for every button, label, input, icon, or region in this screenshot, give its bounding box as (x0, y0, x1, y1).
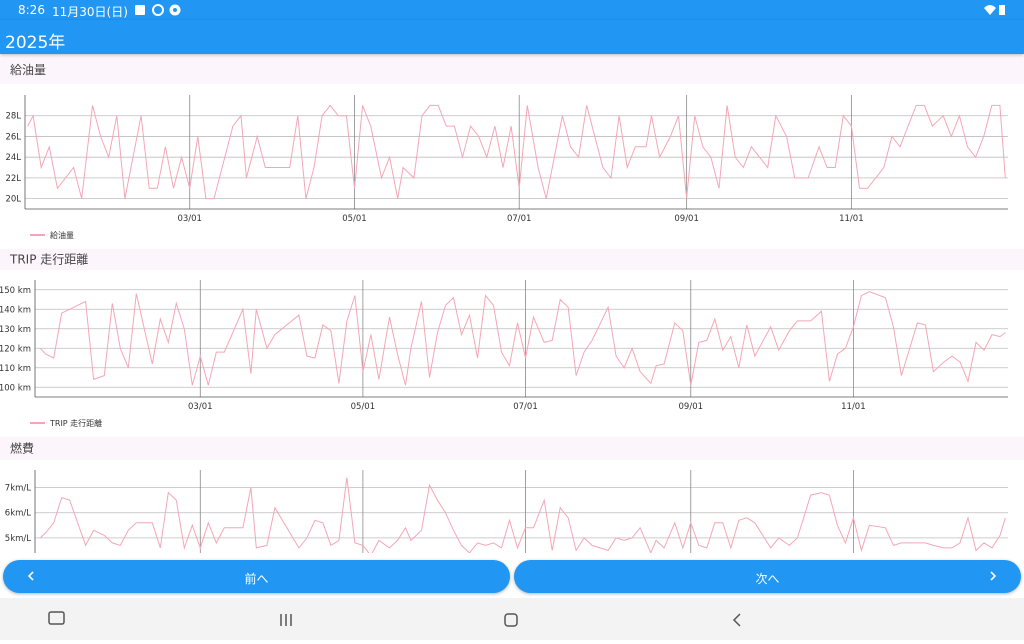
next-label: 次へ (755, 572, 780, 586)
y-tick-label: 100 km (0, 383, 31, 393)
x-tick-label: 11/01 (841, 402, 866, 412)
x-tick-label: 03/01 (188, 402, 213, 412)
y-tick-label: 26L (5, 132, 21, 142)
x-tick-label: 11/01 (839, 214, 864, 224)
series-line (27, 104, 1006, 200)
app-bar: 2025年 (0, 20, 1024, 54)
y-tick-label: 130 km (0, 325, 31, 335)
chart-list: 給油量 20L 22L 24L 26L 28L 03/01 05/01 07/01 09/01 11… (0, 54, 1024, 553)
app-title: 2025年 (5, 33, 66, 53)
x-tick-label: 07/01 (507, 214, 532, 224)
nav-icons (48, 611, 741, 627)
x-tick-label: 07/01 (513, 402, 538, 412)
system-icons (984, 5, 1005, 15)
series-line (39, 477, 1006, 553)
assistant-button[interactable] (48, 611, 65, 625)
x-tick-label: 09/01 (679, 402, 704, 412)
section-header (0, 249, 1024, 270)
y-tick-label: 7km/L (5, 484, 31, 494)
chevron-right (990, 571, 997, 581)
chevron-left (27, 571, 34, 581)
prev-button[interactable]: 前へ (3, 560, 510, 593)
prev-label: 前へ (244, 572, 269, 586)
x-tick-label: 09/01 (674, 214, 699, 224)
charts: 給油量 20L 22L 24L 26L 28L 03/01 05/01 07/01 09/01 11… (0, 56, 1024, 553)
y-tick-label: 140 km (0, 305, 31, 315)
chart-title: TRIP 走行距離 (9, 253, 88, 267)
y-tick-label: 28L (5, 112, 21, 122)
x-tick-label: 05/01 (342, 214, 367, 224)
back-button[interactable] (732, 613, 741, 627)
home-button[interactable] (504, 613, 518, 627)
section-header (0, 56, 1024, 84)
clock: 8:26 (18, 3, 45, 17)
status-icons (135, 4, 181, 16)
y-tick-label: 22L (5, 174, 21, 184)
recents-button[interactable] (280, 614, 292, 626)
legend-label: 給油量 (50, 230, 74, 240)
y-tick-label: 5km/L (5, 534, 31, 544)
y-tick-label: 120 km (0, 344, 31, 354)
section-header (0, 437, 1024, 460)
series-line (39, 291, 1006, 386)
y-tick-label: 6km/L (5, 509, 31, 519)
chart-title: 燃費 (10, 441, 34, 456)
chart-title: 給油量 (10, 63, 46, 77)
next-button[interactable]: 次へ (514, 560, 1021, 593)
y-tick-label: 150 km (0, 286, 31, 296)
x-tick-label: 05/01 (351, 402, 376, 412)
y-tick-label: 110 km (0, 364, 31, 374)
date: 11月30日(日) (52, 5, 128, 19)
y-tick-label: 24L (5, 153, 21, 163)
status-bar: 8:26 11月30日(日) (0, 0, 1024, 20)
legend-label: TRIP 走行距離 (49, 418, 102, 428)
navigation-bar (0, 598, 1024, 640)
x-tick-label: 03/01 (177, 214, 202, 224)
y-tick-label: 20L (5, 195, 21, 205)
